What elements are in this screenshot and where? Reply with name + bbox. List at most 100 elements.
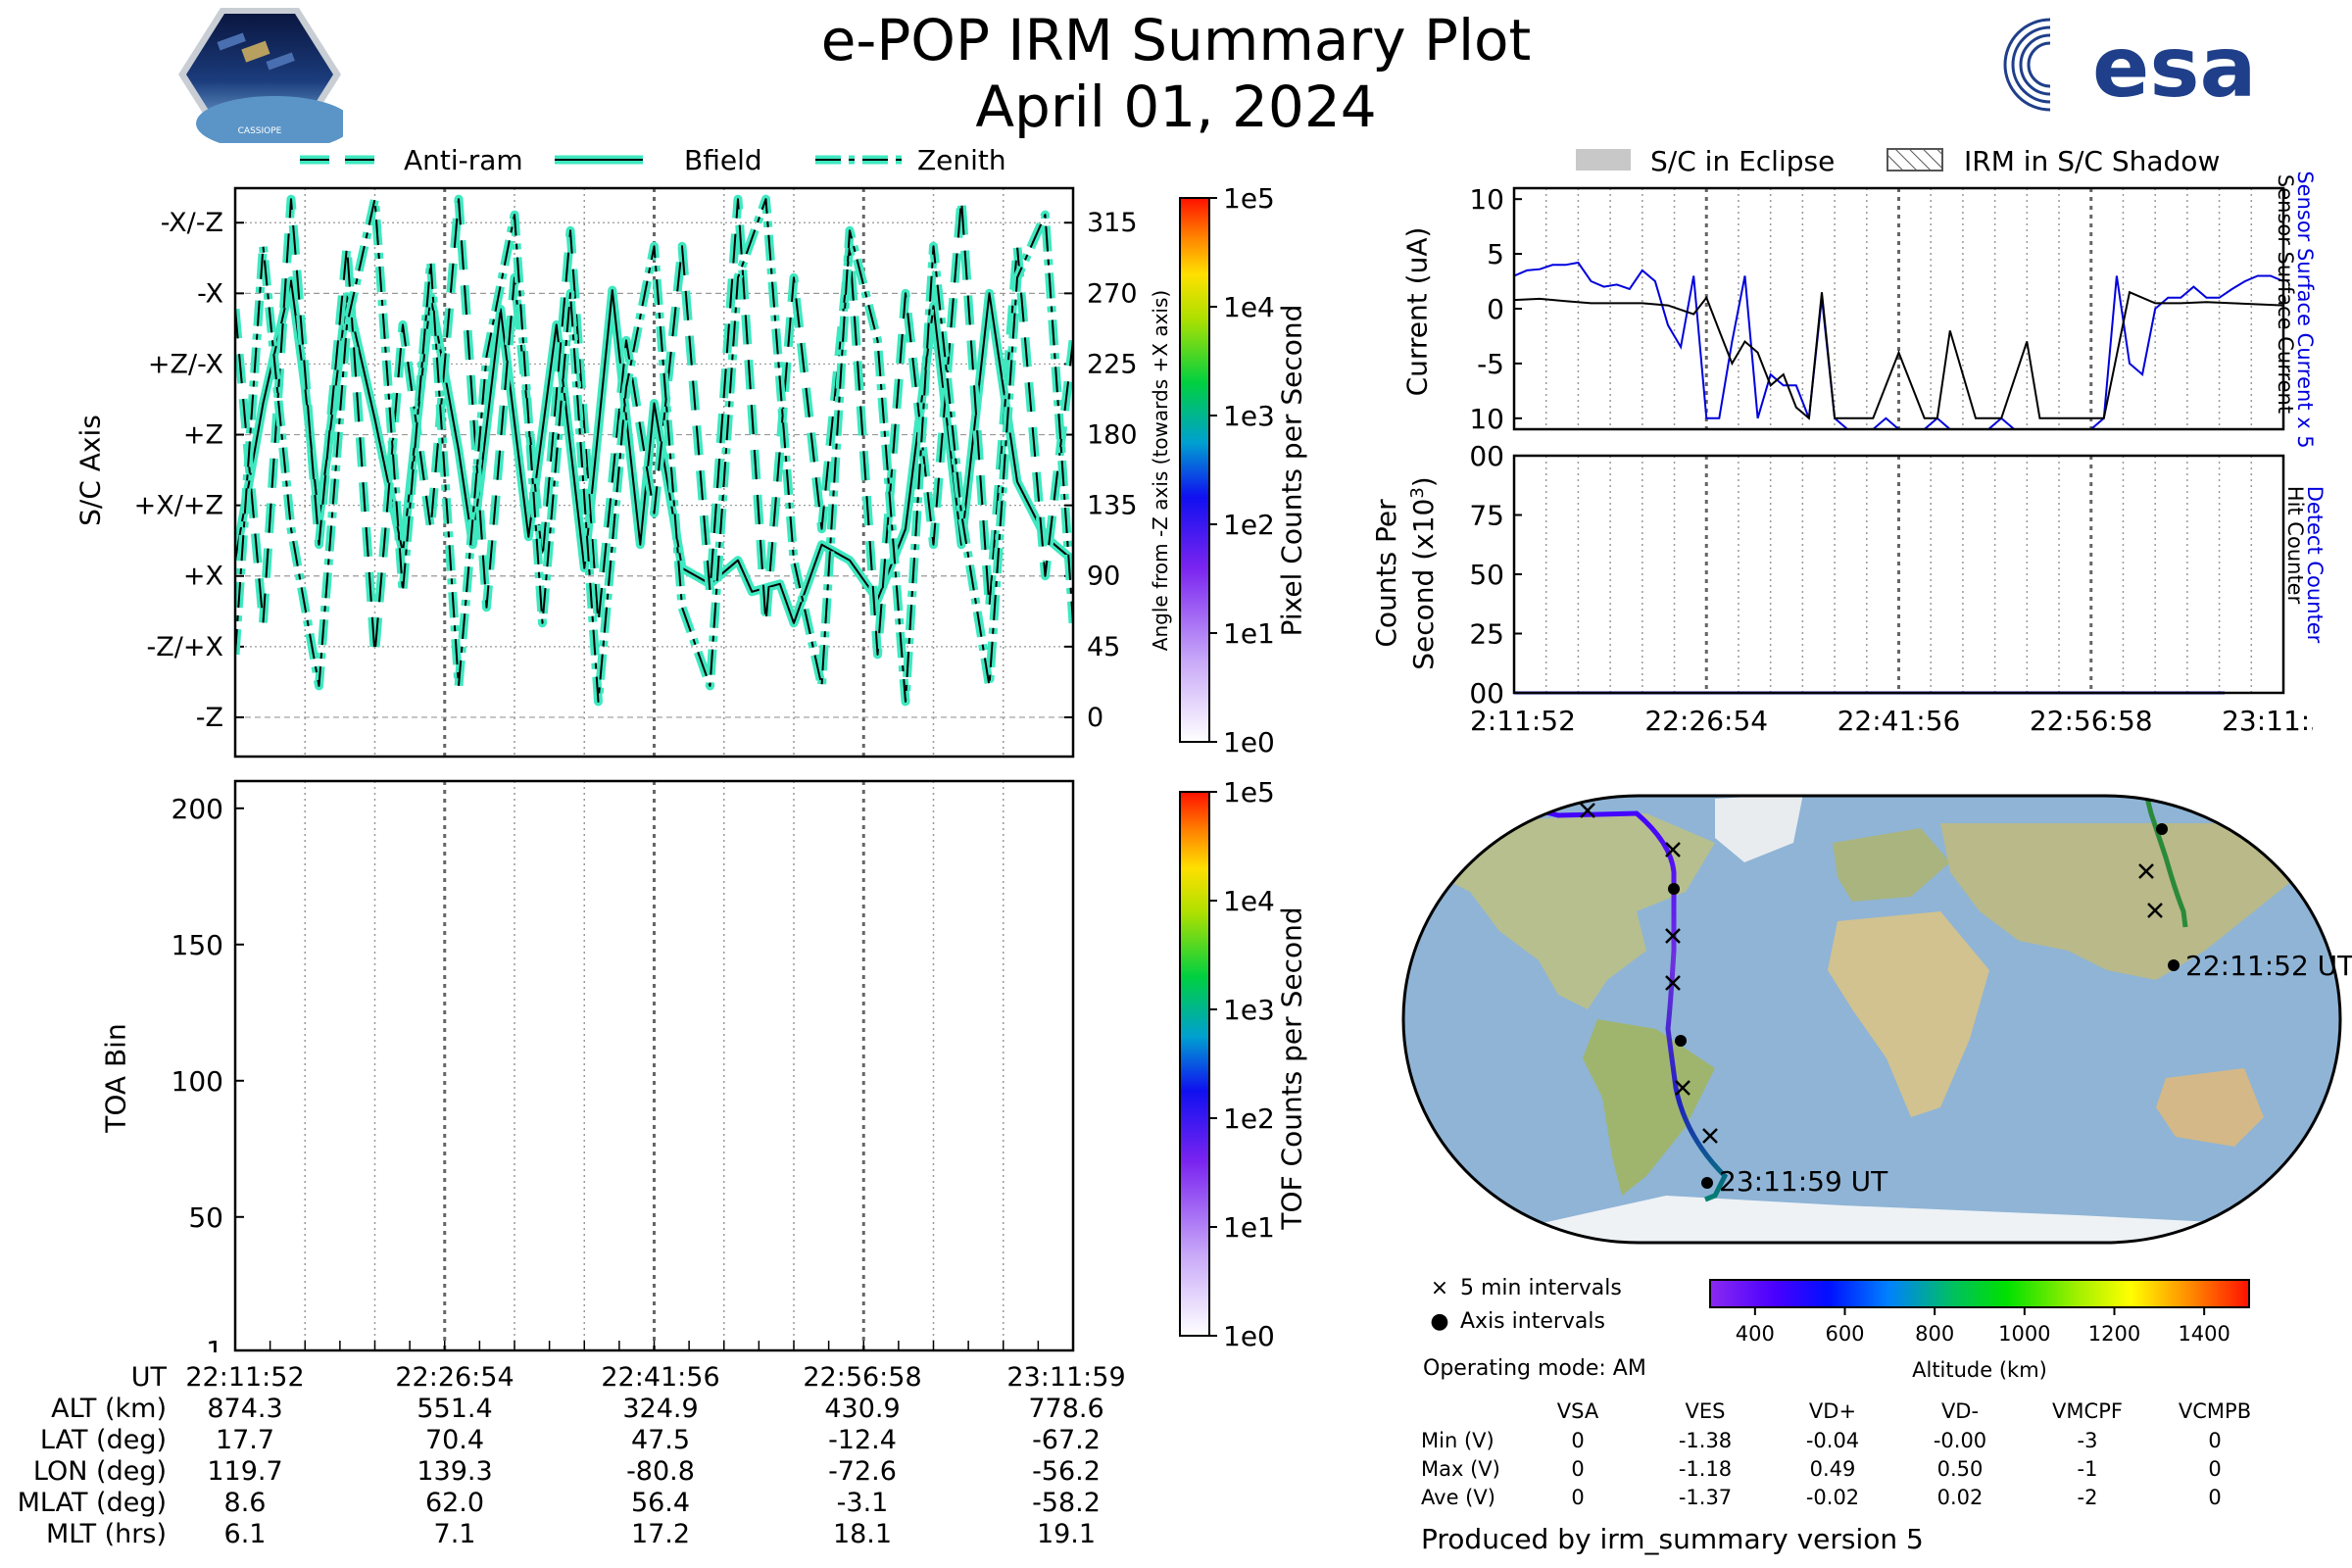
orbit-cell: 22:26:54 — [395, 1362, 514, 1393]
altitude-tick-label: 400 — [1736, 1322, 1775, 1346]
legend-bfield: Bfield — [684, 144, 762, 176]
orbit-row-label: LAT (deg) — [39, 1425, 167, 1455]
legend-eclipse: S/C in Eclipse — [1650, 145, 1835, 177]
toa-ytick-label: 200 — [172, 793, 223, 825]
counts-xtick-label: 23:11:59 — [2222, 705, 2313, 735]
dot-icon: ● — [1430, 1309, 1449, 1334]
axis-ytick-label: +Z — [183, 420, 223, 451]
orbit-cell: 22:11:52 — [185, 1362, 305, 1393]
current-ytick-label: 0 — [1487, 293, 1504, 325]
voltage-cell: 0 — [1571, 1429, 1585, 1452]
axis-y2tick-label: 45 — [1087, 632, 1120, 662]
orbit-cell: 18.1 — [832, 1519, 893, 1549]
axis-y2tick-label: 135 — [1087, 491, 1137, 521]
voltage-header: VCMPB — [2178, 1399, 2252, 1423]
voltage-row-label: Max (V) — [1421, 1457, 1500, 1481]
voltage-cell: -0.02 — [1805, 1486, 1860, 1509]
colorbar-tick-label: 1e5 — [1223, 186, 1275, 215]
esa-logo: esa — [2003, 18, 2257, 117]
voltage-cell: -0.00 — [1933, 1429, 1987, 1452]
voltage-header: VD+ — [1808, 1399, 1857, 1423]
orbit-cell: -56.2 — [1032, 1456, 1101, 1487]
orbit-cell: 139.3 — [416, 1456, 493, 1487]
voltage-cell: -1.37 — [1678, 1486, 1733, 1509]
voltage-cell: -2 — [2077, 1486, 2098, 1509]
counts-ytick-label: 0.25 — [1470, 618, 1504, 651]
counts-xtick-label: 22:56:58 — [2030, 705, 2153, 735]
colorbar-tick-label: 1e2 — [1223, 509, 1275, 541]
altitude-tick-label: 1000 — [1998, 1322, 2050, 1346]
legend-shadow: IRM in S/C Shadow — [1964, 145, 2220, 177]
orbit-cell: -3.1 — [836, 1488, 889, 1518]
orbit-cell: -67.2 — [1032, 1425, 1101, 1455]
axis-series-edge — [235, 198, 1073, 703]
orbit-cell: 6.1 — [223, 1519, 267, 1549]
axis-ytick-label: -Z — [196, 703, 223, 733]
colorbar-tick-label: 1e4 — [1223, 885, 1275, 917]
colorbar-tick-label: 1e4 — [1223, 291, 1275, 323]
operating-mode: Operating mode: AM — [1423, 1356, 1646, 1381]
toa-chart: 200 150 100 50 1 — [172, 779, 1075, 1352]
sc-axis-y2label: Angle from -Z axis (towards +X axis) — [1149, 289, 1172, 652]
voltage-cell: 0.49 — [1809, 1457, 1856, 1481]
asia — [1940, 823, 2303, 980]
axis-ytick-label: +X — [183, 562, 223, 592]
australia — [2156, 1068, 2264, 1147]
sc-axis-chart: -X/-Z 315 -X 270 +Z/-X 225 +Z 180 +X/+Z 135 +X 90 -Z… — [134, 186, 1137, 759]
altitude-label: Altitude (km) — [1912, 1358, 2047, 1382]
orbit-row-label: MLAT (deg) — [17, 1488, 167, 1518]
counts-xtick-label: 22:11:52 — [1470, 705, 1576, 735]
voltage-cell: 0 — [2208, 1486, 2222, 1509]
orbit-cell: 22:41:56 — [601, 1362, 720, 1393]
counts-xtick-label: 22:41:56 — [1838, 705, 1961, 735]
orbit-row-label: MLT (hrs) — [45, 1519, 167, 1549]
cassiope-logo: CASSIOPE — [178, 8, 343, 143]
counts-y2label-black: Hit Counter — [2283, 485, 2307, 605]
axis-y2tick-label: 90 — [1087, 562, 1120, 592]
current-ylabel: Current (uA) — [1400, 226, 1434, 397]
map-start-label: 22:11:52 UT — [2185, 950, 2352, 982]
axis-frame — [233, 186, 1075, 759]
africa — [1828, 911, 1989, 1117]
current-chart: 10 5 0 -5 -10 — [1470, 183, 2285, 435]
svg-text:esa: esa — [2092, 19, 2257, 117]
voltage-cell: -3 — [2077, 1429, 2098, 1452]
legend-anti-ram: Anti-ram — [404, 144, 523, 176]
voltage-header: VD- — [1940, 1399, 1980, 1423]
voltage-cell: -1.38 — [1678, 1429, 1733, 1452]
colorbar-tick-label: 1e1 — [1223, 1211, 1275, 1244]
altitude-tick-label: 1400 — [2178, 1322, 2230, 1346]
counts-ytick-label: 0.00 — [1470, 677, 1504, 710]
axis-y2tick-label: 180 — [1087, 420, 1137, 451]
colorbar-tick-label: 1e0 — [1223, 1320, 1275, 1348]
axis-ytick-label: +X/+Z — [134, 491, 223, 521]
orbit-cell: -80.8 — [626, 1456, 695, 1487]
north-america — [1431, 813, 1715, 1009]
orbit-cell: 56.4 — [630, 1488, 691, 1518]
tof-colorbar-label: TOF Counts per Second — [1275, 906, 1308, 1230]
voltage-cell: 0.50 — [1936, 1457, 1984, 1481]
orbit-parameter-table: UT 22:11:52 22:26:54 22:41:56 22:56:58 23:11:… — [0, 1362, 1176, 1563]
map-legend: × 5 min intervals ● Axis intervals — [1419, 1276, 1621, 1343]
orbit-row-label: LON (deg) — [32, 1456, 167, 1487]
altitude-colorbar: 400 600 800 1000 1200 1400 Altitude (km) — [1709, 1279, 2250, 1382]
voltage-row-label: Min (V) — [1421, 1429, 1494, 1452]
colorbar-tick-label: 1e2 — [1223, 1102, 1275, 1135]
south-america — [1583, 1019, 1715, 1196]
current-series — [1513, 290, 2284, 420]
plot-date: April 01, 2024 — [975, 74, 1377, 140]
altitude-tick-label: 600 — [1825, 1322, 1864, 1346]
counts-chart: 1.00 0.75 0.50 0.25 0.0022:11:52 22:26:54 22:4… — [1470, 441, 2313, 735]
counts-ytick-label: 1.00 — [1470, 441, 1504, 472]
current-ytick-label: -10 — [1470, 403, 1504, 435]
antarctica — [1403, 1196, 2340, 1243]
voltage-cell: -1 — [2077, 1457, 2098, 1481]
toa-ytick-label: 50 — [188, 1201, 223, 1234]
toa-ytick-label: 150 — [172, 929, 223, 961]
orbit-cell: -58.2 — [1032, 1488, 1101, 1518]
orbit-cell: 430.9 — [824, 1394, 901, 1424]
current-ytick-label: -5 — [1477, 348, 1504, 380]
eclipse-legend: S/C in Eclipse IRM in S/C Shadow — [1576, 145, 2220, 177]
axis-y2tick-label: 270 — [1087, 278, 1137, 309]
svg-text:CASSIOPE: CASSIOPE — [238, 126, 282, 136]
